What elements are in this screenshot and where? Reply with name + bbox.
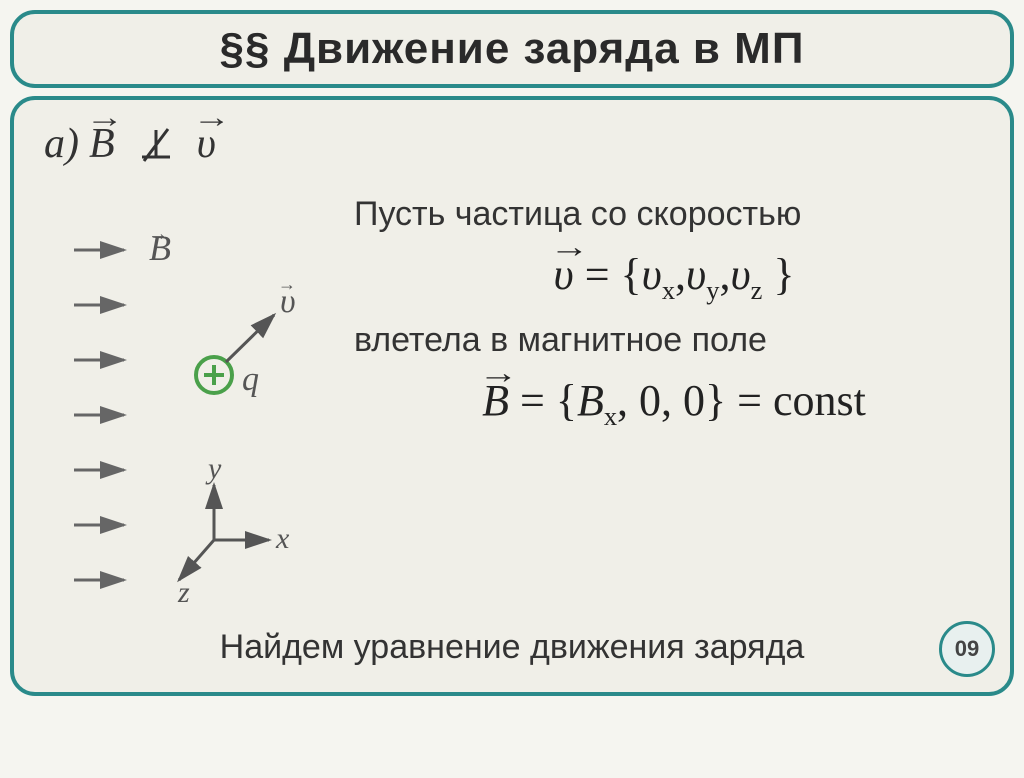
- svg-text:y: y: [205, 452, 222, 485]
- text-line-1: Пусть частица со скоростью: [354, 195, 994, 234]
- bottom-text: Найдем уравнение движения заряда: [14, 628, 1010, 667]
- svg-text:→: →: [278, 274, 296, 294]
- right-column: Пусть частица со скоростью υ = {υx,υy,υz…: [354, 185, 994, 447]
- axes: x y z: [177, 452, 290, 609]
- svg-text:→: →: [148, 223, 168, 245]
- title-panel: §§ Движение заряда в МП: [10, 10, 1014, 88]
- svg-text:z: z: [177, 576, 190, 609]
- text-line-2: влетела в магнитное поле: [354, 321, 994, 360]
- page-title: §§ Движение заряда в МП: [34, 24, 990, 74]
- case-label: a) B υ: [44, 120, 980, 168]
- field-diagram: B → q υ → x y z: [64, 220, 344, 650]
- field-formula: B = {Bx, 0, 0} = const: [354, 375, 994, 432]
- svg-text:q: q: [242, 361, 259, 398]
- content-panel: a) B υ: [10, 96, 1014, 696]
- velocity-formula: υ = {υx,υy,υz }: [354, 249, 994, 306]
- svg-text:x: x: [275, 522, 290, 555]
- page-number: 09: [939, 621, 995, 677]
- not-perp-icon: [136, 125, 176, 165]
- case-letter: a): [44, 120, 79, 168]
- case-formula: B υ: [89, 120, 216, 168]
